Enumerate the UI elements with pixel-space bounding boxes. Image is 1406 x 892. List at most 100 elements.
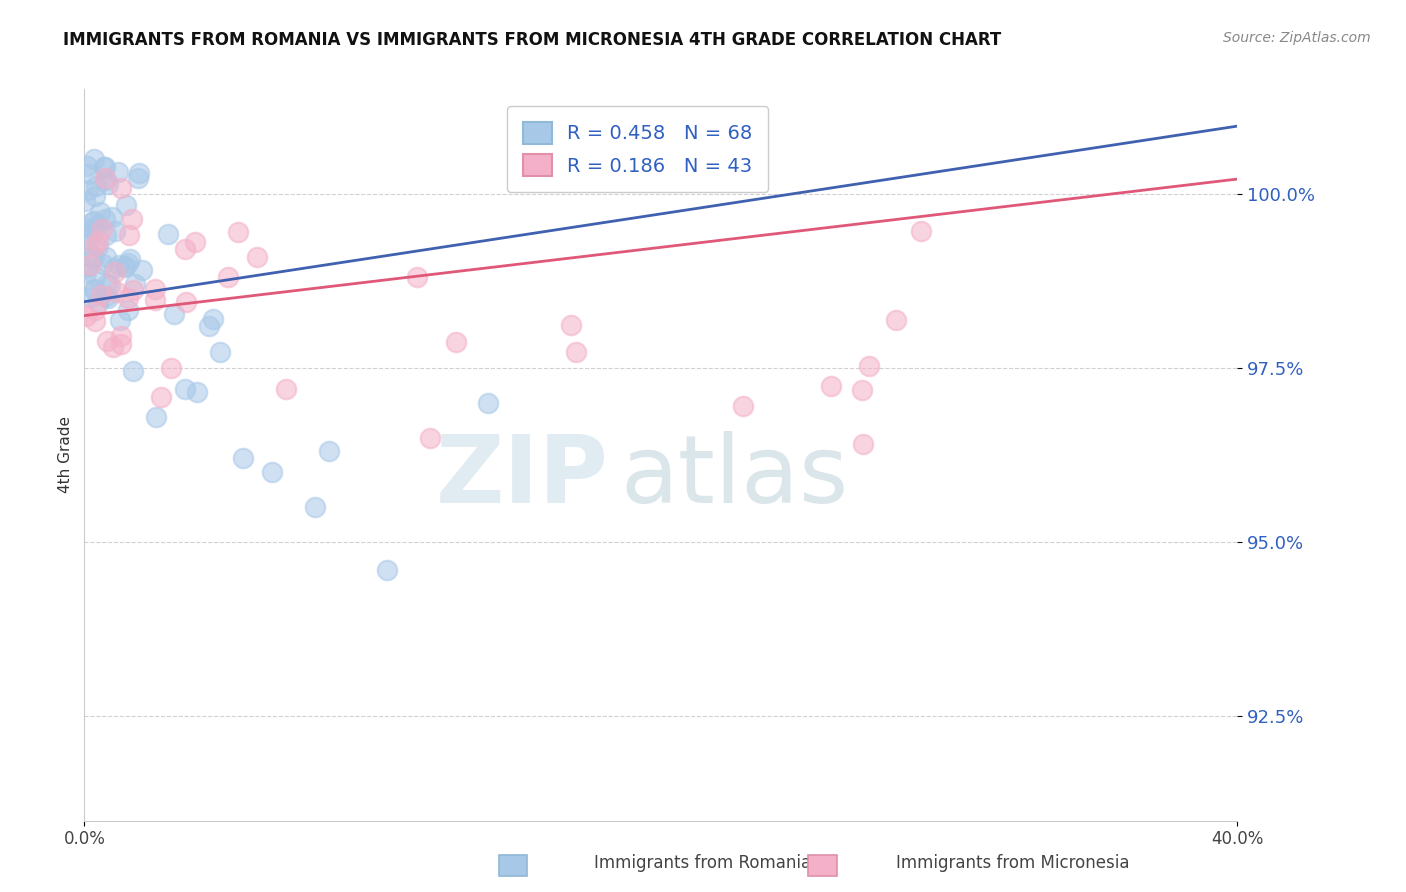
Point bbox=[145, 409, 167, 424]
Point bbox=[733, 399, 755, 413]
Point bbox=[94, 171, 117, 186]
Point bbox=[114, 198, 136, 212]
Point bbox=[143, 282, 166, 296]
Point bbox=[84, 178, 107, 193]
Point bbox=[149, 390, 172, 404]
Point bbox=[276, 382, 298, 396]
Point bbox=[110, 181, 132, 195]
Point bbox=[121, 212, 143, 227]
Point bbox=[858, 359, 880, 373]
Point bbox=[84, 282, 107, 296]
Point bbox=[93, 160, 115, 174]
Point bbox=[122, 364, 145, 378]
Point bbox=[84, 314, 107, 328]
Point bbox=[208, 345, 231, 359]
Point bbox=[75, 194, 97, 209]
Point bbox=[117, 291, 139, 305]
Point bbox=[103, 265, 125, 279]
Point bbox=[83, 214, 105, 228]
Point bbox=[79, 221, 101, 235]
Point bbox=[98, 278, 121, 293]
Point bbox=[232, 451, 254, 466]
Point bbox=[91, 257, 114, 271]
Point bbox=[83, 152, 105, 166]
Point bbox=[160, 360, 183, 375]
Point bbox=[105, 285, 128, 300]
Point bbox=[83, 189, 105, 203]
Point bbox=[122, 284, 145, 298]
Point bbox=[114, 259, 136, 273]
Point bbox=[90, 288, 112, 302]
Point bbox=[84, 303, 107, 318]
Text: IMMIGRANTS FROM ROMANIA VS IMMIGRANTS FROM MICRONESIA 4TH GRADE CORRELATION CHAR: IMMIGRANTS FROM ROMANIA VS IMMIGRANTS FR… bbox=[63, 31, 1001, 49]
Point bbox=[218, 270, 240, 285]
Point bbox=[260, 466, 283, 480]
Point bbox=[103, 340, 124, 354]
Point bbox=[124, 277, 146, 291]
Point bbox=[108, 313, 131, 327]
Point bbox=[852, 437, 875, 451]
Point bbox=[94, 289, 117, 303]
Point bbox=[910, 224, 932, 238]
Point bbox=[318, 444, 340, 458]
Point bbox=[75, 266, 97, 280]
Point bbox=[73, 232, 96, 246]
Point bbox=[104, 224, 127, 238]
Legend: R = 0.458   N = 68, R = 0.186   N = 43: R = 0.458 N = 68, R = 0.186 N = 43 bbox=[508, 106, 768, 192]
Point bbox=[94, 160, 117, 174]
Point bbox=[76, 236, 98, 251]
Point bbox=[375, 563, 398, 577]
Text: Immigrants from Romania: Immigrants from Romania bbox=[595, 854, 811, 871]
Point bbox=[117, 256, 139, 270]
Point bbox=[143, 293, 166, 307]
Point bbox=[477, 395, 499, 409]
Point bbox=[76, 159, 98, 173]
Point bbox=[304, 500, 326, 515]
Point bbox=[94, 227, 117, 242]
Point bbox=[117, 302, 139, 317]
Point bbox=[108, 258, 131, 272]
Point bbox=[107, 165, 129, 179]
Point bbox=[82, 215, 104, 229]
Point bbox=[79, 168, 101, 182]
Point bbox=[156, 227, 179, 241]
Point bbox=[114, 260, 136, 275]
Point bbox=[419, 430, 441, 444]
Point bbox=[96, 250, 118, 264]
Point bbox=[86, 219, 108, 233]
Point bbox=[83, 250, 105, 264]
Text: atlas: atlas bbox=[620, 431, 849, 523]
Point bbox=[91, 222, 114, 236]
Point bbox=[77, 183, 100, 197]
Point bbox=[127, 171, 149, 186]
Point bbox=[406, 270, 429, 285]
Point bbox=[82, 252, 104, 266]
Point bbox=[118, 252, 141, 266]
Point bbox=[174, 243, 197, 257]
Point bbox=[186, 384, 208, 399]
Point bbox=[183, 235, 205, 249]
Point bbox=[89, 204, 111, 219]
Point bbox=[444, 335, 467, 350]
Y-axis label: 4th Grade: 4th Grade bbox=[58, 417, 73, 493]
Point bbox=[560, 318, 582, 333]
Point bbox=[94, 172, 117, 186]
Point bbox=[226, 225, 249, 239]
Point bbox=[96, 277, 118, 292]
Point bbox=[76, 260, 98, 275]
Point bbox=[87, 234, 110, 248]
Point bbox=[87, 296, 110, 310]
Point bbox=[110, 328, 132, 343]
Point bbox=[83, 284, 105, 298]
Point bbox=[97, 291, 120, 305]
Point bbox=[110, 337, 132, 351]
Point bbox=[96, 334, 118, 348]
Point bbox=[246, 250, 269, 264]
Point bbox=[80, 290, 103, 304]
Point bbox=[174, 382, 197, 396]
Point bbox=[79, 258, 101, 272]
Point bbox=[118, 227, 141, 242]
Point bbox=[131, 263, 153, 277]
Point bbox=[94, 211, 117, 226]
Point bbox=[97, 178, 120, 192]
